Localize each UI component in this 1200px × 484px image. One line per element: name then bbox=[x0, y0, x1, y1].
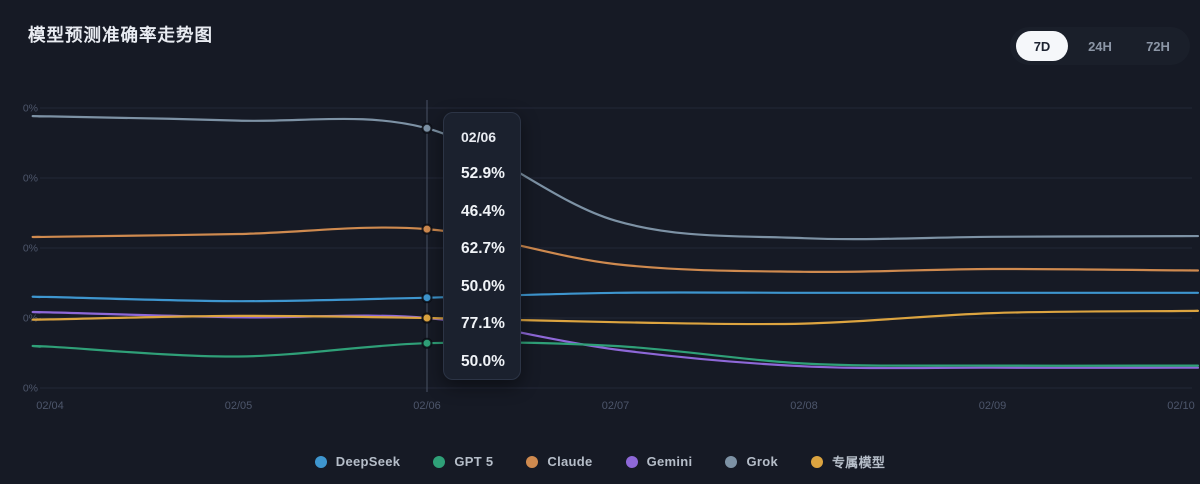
y-axis-label: 0% bbox=[23, 383, 38, 395]
x-axis-label: 02/07 bbox=[602, 400, 630, 412]
tooltip-value: 50.0% bbox=[461, 352, 505, 370]
x-axis-label: 02/05 bbox=[225, 400, 253, 412]
tooltip-date: 02/06 bbox=[461, 129, 497, 145]
legend-item[interactable]: Gemini bbox=[625, 454, 693, 469]
time-range-button-72h[interactable]: 72H bbox=[1132, 31, 1184, 61]
crosshair-dot-deepseek bbox=[421, 292, 433, 304]
crosshair-dot-专属模型 bbox=[421, 312, 433, 324]
legend-item[interactable]: Claude bbox=[526, 454, 592, 469]
legend-item[interactable]: DeepSeek bbox=[314, 454, 401, 469]
y-axis-label: 0% bbox=[23, 173, 38, 185]
y-axis-label: 0% bbox=[23, 313, 38, 325]
tooltip-value: 77.1% bbox=[461, 315, 505, 332]
legend-item[interactable]: GPT 5 bbox=[433, 454, 493, 469]
x-axis-label: 02/04 bbox=[36, 400, 64, 412]
x-axis-label: 02/10 bbox=[1167, 400, 1195, 412]
series-line-grok bbox=[31, 114, 1200, 241]
x-axis-label: 02/08 bbox=[790, 400, 818, 412]
legend-label: Claude bbox=[547, 454, 593, 469]
legend-label: GPT 5 bbox=[454, 454, 494, 469]
chart-tooltip: 02/06 52.9% 46.4% 62.7% 50.0% 77.1% 50.0% bbox=[443, 112, 521, 380]
legend-label: Grok bbox=[746, 454, 778, 469]
legend-dot-icon bbox=[526, 455, 539, 468]
time-range-button-24h[interactable]: 24H bbox=[1074, 31, 1126, 61]
crosshair-dot-grok bbox=[421, 122, 433, 134]
legend-label: Gemini bbox=[646, 454, 693, 469]
series-line-deepseek bbox=[31, 291, 1200, 303]
legend-item[interactable]: 专属模型 bbox=[811, 452, 885, 471]
legend-label: DeepSeek bbox=[335, 454, 401, 469]
legend-label: 专属模型 bbox=[832, 455, 886, 470]
x-axis-label: 02/06 bbox=[413, 400, 441, 412]
series-line-gemini bbox=[31, 310, 1200, 370]
page-title: 模型预测准确率走势图 bbox=[28, 25, 213, 45]
y-axis-label: 0% bbox=[23, 103, 38, 115]
series-line-claude bbox=[31, 226, 1200, 274]
time-range-group: 7D 24H 72H bbox=[1010, 27, 1190, 65]
tooltip-value: 52.9% bbox=[461, 165, 505, 182]
x-axis-label: 02/09 bbox=[979, 400, 1007, 412]
tooltip-value: 46.4% bbox=[461, 202, 505, 220]
tooltip-value: 62.7% bbox=[461, 240, 505, 257]
crosshair-dot-gpt-5 bbox=[421, 337, 433, 349]
time-range-button-7d[interactable]: 7D bbox=[1016, 31, 1068, 61]
tooltip-value: 50.0% bbox=[461, 277, 505, 295]
legend-dot-icon bbox=[433, 455, 446, 468]
legend-dot-icon bbox=[314, 455, 327, 468]
legend-dot-icon bbox=[725, 455, 738, 468]
series-line-gpt-5 bbox=[31, 341, 1200, 367]
legend-dot-icon bbox=[625, 455, 638, 468]
legend-item[interactable]: Grok bbox=[725, 454, 778, 469]
y-axis-label: 0% bbox=[23, 243, 38, 255]
series-line-专属模型 bbox=[31, 309, 1200, 326]
chart-legend: DeepSeek GPT 5 Claude Gemini Grok 专属模型 bbox=[0, 452, 1200, 471]
legend-dot-icon bbox=[811, 455, 823, 468]
crosshair-dot-claude bbox=[421, 223, 433, 235]
